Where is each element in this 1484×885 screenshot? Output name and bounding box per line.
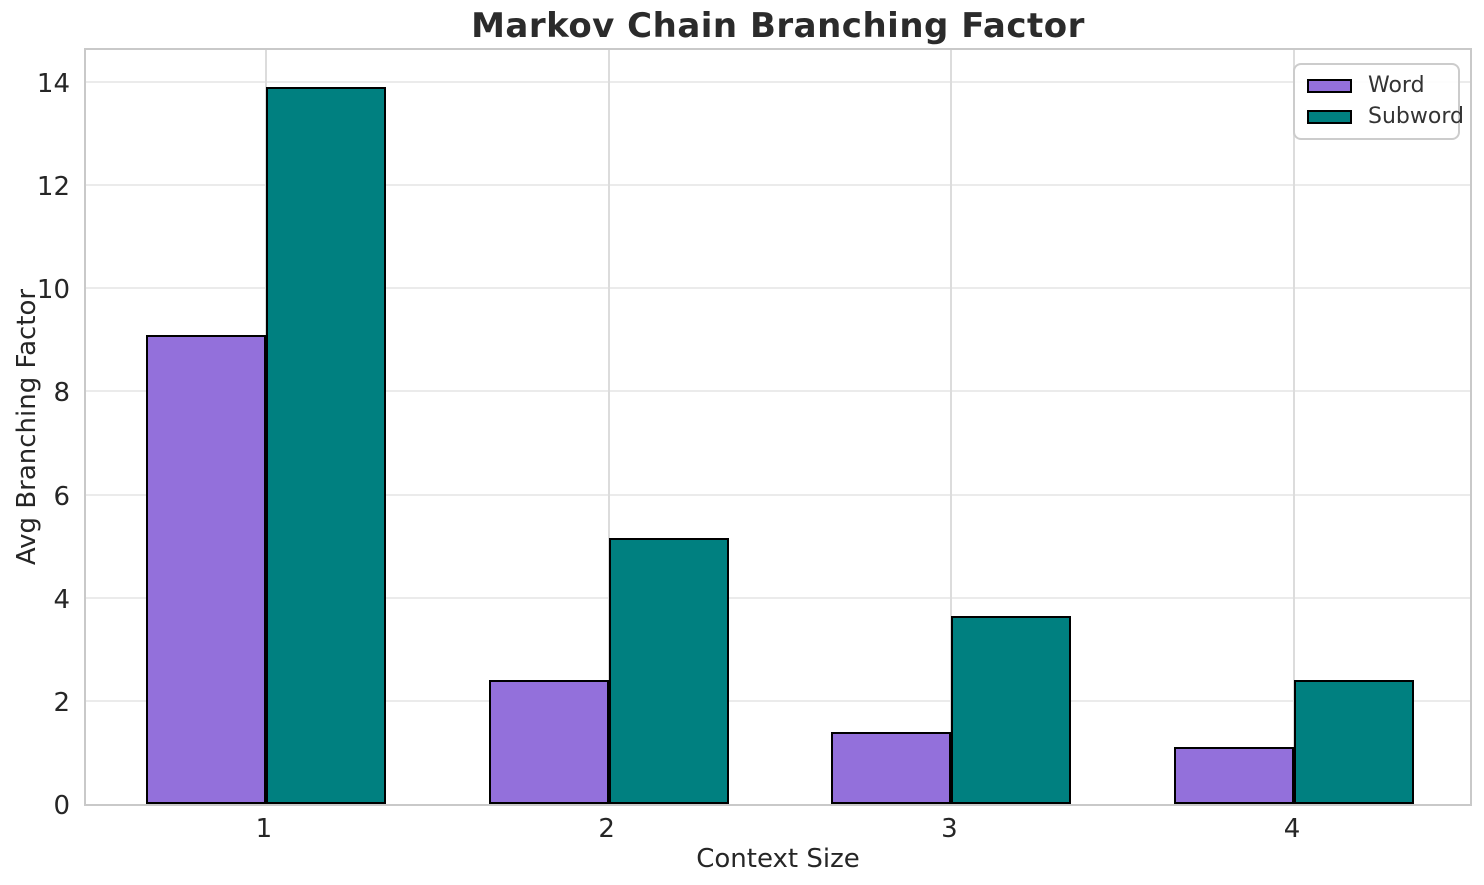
h-gridline: [86, 81, 1470, 84]
h-gridline: [86, 287, 1470, 290]
y-tick-label: 0: [53, 791, 70, 821]
x-tick-label: 1: [255, 814, 273, 844]
legend-item-word: Word: [1307, 73, 1446, 99]
v-gridline: [950, 50, 953, 804]
legend-item-subword: Subword: [1307, 104, 1464, 130]
y-tick-label: 2: [53, 687, 70, 718]
bar-word-1: [145, 334, 266, 804]
chart-title: Markov Chain Branching Factor: [471, 6, 1085, 46]
legend-swatch-word-icon: [1307, 79, 1352, 93]
y-tick-label: 6: [53, 481, 70, 512]
h-gridline: [86, 184, 1470, 187]
bar-subword-3: [951, 615, 1072, 804]
legend-label-subword: Subword: [1368, 104, 1464, 129]
bar-subword-4: [1294, 680, 1414, 804]
h-gridline: [86, 699, 1470, 702]
h-gridline: [86, 390, 1470, 393]
y-axis-label: Avg Branching Factor: [12, 288, 42, 566]
bar-word-3: [831, 731, 952, 804]
y-tick-label: 14: [36, 69, 70, 100]
v-gridline: [607, 50, 610, 804]
legend-label-word: Word: [1368, 73, 1425, 98]
y-tick-label: 12: [36, 172, 70, 203]
x-tick-label: 2: [598, 814, 615, 844]
h-gridline: [86, 493, 1470, 496]
bar-subword-1: [265, 87, 386, 804]
y-tick-label: 10: [36, 275, 70, 306]
v-gridline: [1293, 50, 1296, 804]
bar-subword-2: [608, 538, 729, 804]
legend-swatch-subword-icon: [1307, 110, 1352, 124]
bar-word-2: [488, 680, 609, 804]
plot-area: [84, 48, 1472, 806]
bar-word-4: [1174, 747, 1295, 804]
x-tick-label: 4: [1283, 814, 1301, 844]
y-tick-label: 8: [53, 378, 70, 409]
legend: Word Subword: [1293, 63, 1464, 140]
h-gridline: [86, 596, 1470, 599]
x-axis-label: Context Size: [696, 844, 860, 874]
x-tick-label: 3: [941, 814, 958, 844]
y-tick-label: 4: [53, 584, 70, 615]
